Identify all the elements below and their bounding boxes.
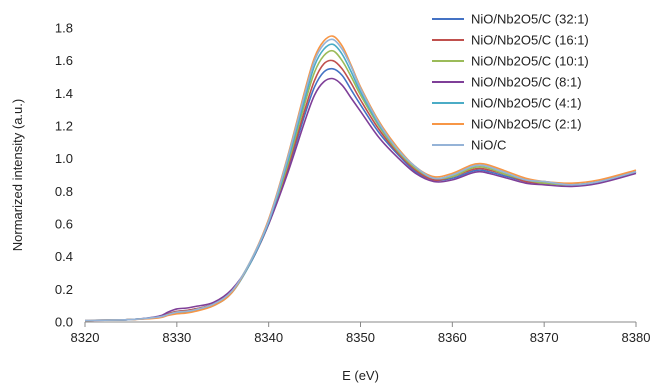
legend-label: NiO/Nb2O5/C (32:1)	[471, 12, 589, 27]
legend-label: NiO/C	[471, 138, 506, 153]
y-tick-label: 1.0	[55, 151, 73, 166]
y-tick-label: 1.2	[55, 119, 73, 134]
x-tick-label: 8330	[162, 330, 191, 345]
legend-label: NiO/Nb2O5/C (10:1)	[471, 54, 589, 69]
y-tick-label: 1.6	[55, 53, 73, 68]
y-tick-label: 0.4	[55, 249, 73, 264]
x-tick-label: 8350	[346, 330, 375, 345]
x-tick-label: 8360	[438, 330, 467, 345]
legend-label: NiO/Nb2O5/C (4:1)	[471, 96, 582, 111]
legend-label: NiO/Nb2O5/C (8:1)	[471, 75, 582, 90]
x-axis-title: E (eV)	[342, 368, 379, 383]
y-tick-label: 0.8	[55, 184, 73, 199]
y-tick-label: 0.2	[55, 282, 73, 297]
y-axis-ticks: 0.0 0.2 0.4 0.6 0.8 1.0 1.2 1.4 1.6 1.8	[55, 21, 73, 330]
x-tick-label: 8340	[254, 330, 283, 345]
y-tick-label: 1.8	[55, 21, 73, 36]
legend-label: NiO/Nb2O5/C (2:1)	[471, 117, 582, 132]
legend: NiO/Nb2O5/C (32:1) NiO/Nb2O5/C (16:1) NiO/…	[432, 12, 589, 153]
series-lines	[84, 35, 637, 322]
x-tick-label: 8320	[71, 330, 100, 345]
x-tick-label: 8370	[530, 330, 559, 345]
series-line-4	[84, 77, 637, 322]
legend-label: NiO/Nb2O5/C (16:1)	[471, 33, 589, 48]
y-axis-title: Normarized intensity (a.u.)	[10, 99, 25, 251]
series-line-6	[84, 35, 637, 322]
x-tick-label: 8380	[622, 330, 651, 345]
x-axis-ticks: 8320 8330 8340 8350 8360 8370 8380	[71, 322, 651, 345]
y-tick-label: 0.0	[55, 315, 73, 330]
y-tick-label: 0.6	[55, 217, 73, 232]
y-tick-label: 1.4	[55, 86, 73, 101]
series-line-7	[84, 38, 637, 322]
